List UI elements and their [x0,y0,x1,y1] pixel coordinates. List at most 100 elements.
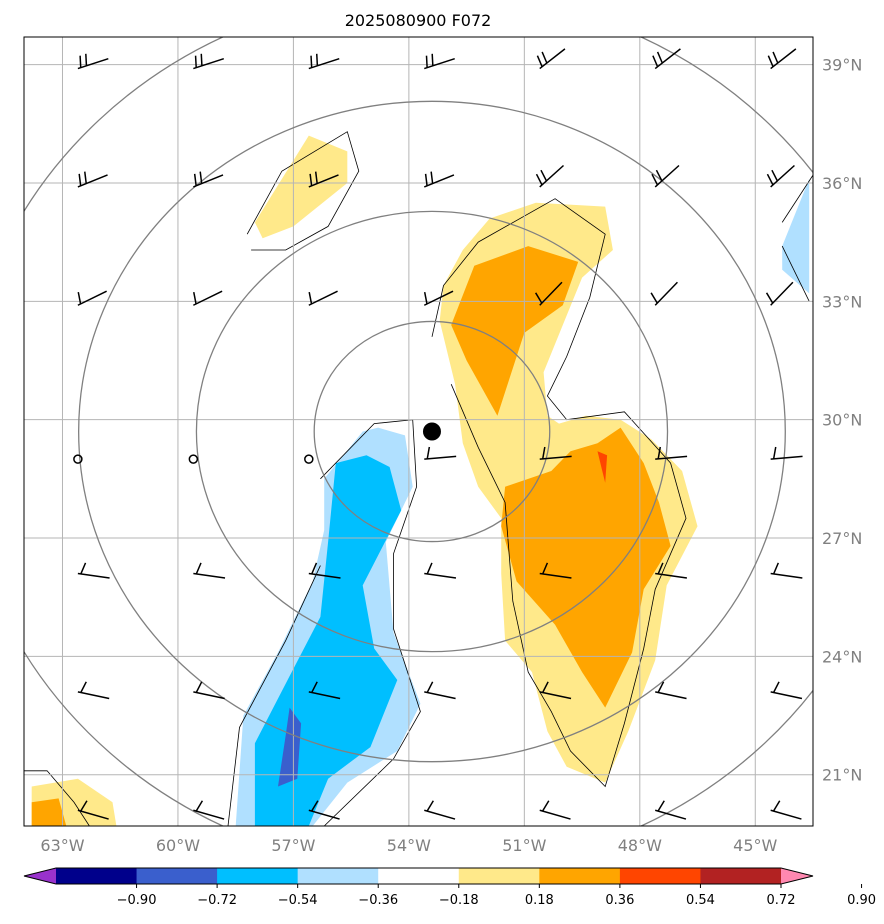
wind-barb [765,281,794,306]
colorbar-tick-label: 0.90 [847,893,876,908]
wind-barb [308,53,340,70]
colorbar-tick-label: 0.72 [767,893,796,908]
wind-barb [770,562,803,579]
colorbar-segment [700,868,782,884]
contour-region-6 [597,451,608,483]
wind-barb [77,800,109,820]
colorbar: −0.90 −0.72 −0.54 −0.36 −0.18 0.18 0.36 0.54 0.7… [23,867,876,908]
lon-tick-label: 54°W [387,836,431,855]
lon-tick-label: 45°W [733,836,777,855]
colorbar-tick-label: −0.18 [439,893,479,908]
colorbar-segment [619,868,701,884]
wind-barb [770,446,803,460]
colorbar-tick-label: −0.36 [358,893,398,908]
colorbar-tick-label: 0.18 [525,893,554,908]
wind-barbs [73,48,803,820]
gridlines [24,37,813,826]
wind-barb [193,290,223,306]
wind-barb [304,454,314,464]
colorbar-extend-high [781,868,813,884]
range-rings [24,37,813,826]
wind-barb [77,290,107,306]
wind-barb [535,164,565,188]
outline-contour-1 [431,198,687,788]
wind-barb [193,681,225,700]
wind-barb [424,53,455,70]
wind-barb [424,446,457,460]
wind-barb [188,454,199,464]
plot-frame [23,36,814,827]
wind-barb [193,171,224,188]
outline-contour-3 [24,770,90,826]
wind-barb [424,562,457,579]
range-ring [195,210,669,653]
lat-tick-label: 21°N [822,766,862,785]
wind-barb [767,48,797,70]
wind-barb [308,562,341,579]
wind-barb [539,446,572,460]
wind-barb [654,800,687,820]
lon-tick-label: 63°W [40,836,84,855]
wind-barb [655,681,687,700]
wind-barb [651,164,680,188]
axis-ticks: 63°W 60°W 57°W 54°W 51°W 48°W 45°W 21°N 24°N 27°N… [40,56,862,855]
wind-barb [766,164,795,188]
lat-tick-label: 36°N [822,174,862,193]
range-ring [313,320,551,543]
wind-barb [534,281,563,306]
contour-region-10 [278,707,302,787]
wind-barb [193,53,225,70]
colorbar-tick-label: −0.90 [117,893,157,908]
wind-barb [424,681,456,700]
colorbar-segment [458,868,540,884]
colorbar-extend-low [24,868,56,884]
outline-contour-5 [781,245,810,302]
wind-barb [423,171,455,188]
colorbar-segment [217,868,299,884]
lat-tick-label: 33°N [822,292,862,311]
contour-region-0 [254,135,348,239]
wind-barb [770,800,802,820]
colorbar-tick-label: 0.36 [605,893,634,908]
lon-tick-label: 51°W [502,836,546,855]
center-marker-layer [422,422,441,441]
lon-tick-label: 57°W [271,836,315,855]
colorbar-tick-label: 0.54 [686,893,715,908]
wind-barb [73,454,83,464]
wind-barb [539,800,571,820]
wind-barb [652,48,681,70]
lon-tick-label: 60°W [156,836,200,855]
colorbar-segment [56,868,138,884]
wind-barb [193,562,226,579]
wind-barb [536,48,566,70]
contour-region-4 [501,427,671,708]
wind-barb [650,281,678,306]
wind-barb [423,290,454,306]
lat-tick-label: 39°N [822,56,862,75]
wind-barb [308,800,340,820]
contour-region-3 [451,246,579,416]
center-marker [422,422,441,441]
wind-barb [770,681,803,700]
colorbar-tick-label: −0.72 [197,893,237,908]
wind-barb [424,800,456,820]
colorbar-frame [23,867,814,885]
lat-tick-label: 27°N [822,529,862,548]
outline-contour-0 [246,131,360,251]
colorbar-segment [297,868,379,884]
lon-tick-label: 48°W [618,836,662,855]
contour-region-8 [782,179,810,294]
colorbar-segment [378,868,460,884]
wind-barb [77,171,108,188]
contour-region-5 [31,798,67,826]
wind-barb [308,681,341,700]
wind-barb [655,562,687,579]
colorbar-tick-label: −0.54 [278,893,318,908]
wind-barb [77,562,110,579]
range-ring [78,100,786,763]
wind-barb [308,290,338,306]
wind-barb [539,681,572,700]
wind-barb [193,800,225,820]
wind-barb [77,53,109,70]
